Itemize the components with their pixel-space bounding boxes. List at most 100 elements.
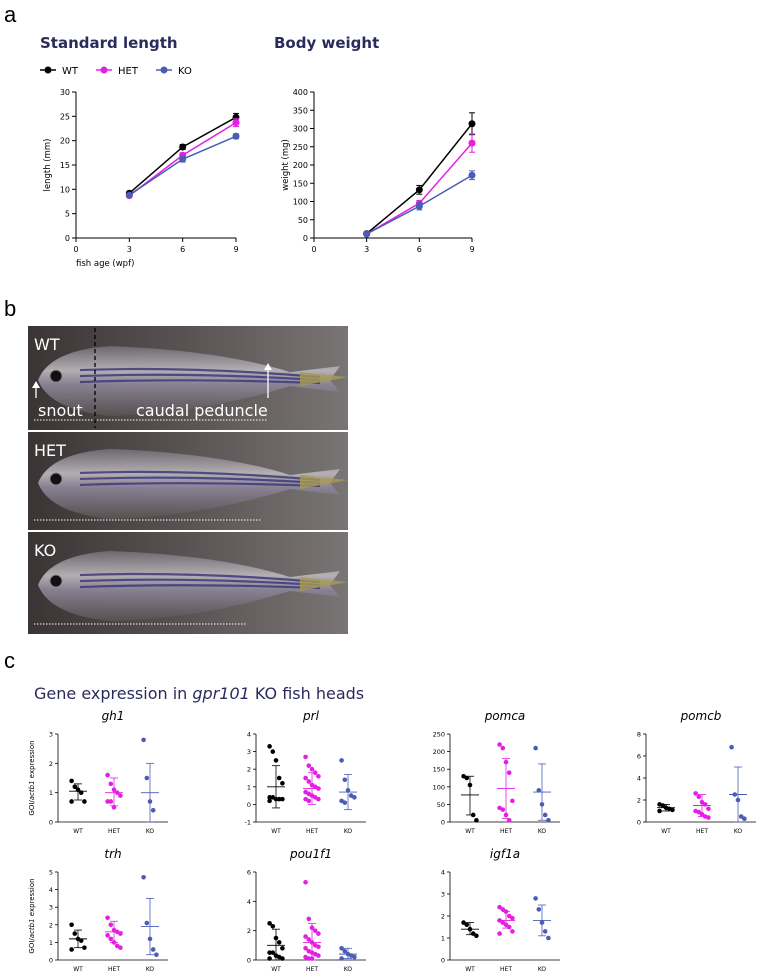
data-point [125, 191, 133, 199]
data-point [352, 795, 357, 800]
data-point [144, 920, 150, 926]
fish-stripe [79, 578, 321, 587]
data-point [742, 816, 747, 821]
x-tick-label: 3 [364, 245, 369, 254]
panel-letter-c: c [4, 648, 15, 673]
x-tick-label: 6 [180, 245, 185, 254]
group-label: HET [696, 828, 708, 835]
data-point [179, 143, 187, 151]
fish-photo-het: HET [28, 432, 348, 530]
data-point [309, 925, 315, 931]
fish-stripe [79, 367, 321, 379]
data-point [267, 798, 272, 804]
y-tick-label: 15 [60, 161, 70, 170]
data-point [696, 794, 702, 799]
y-tick-label: 50 [437, 801, 445, 809]
fish-photo-ko: KO [28, 532, 348, 634]
data-point [306, 798, 312, 804]
data-point [303, 754, 308, 760]
data-point [316, 796, 321, 802]
group-label: HET [306, 828, 318, 835]
y-tick-label: 0 [303, 234, 308, 243]
y-tick-label: 30 [60, 88, 70, 97]
data-point [735, 797, 741, 803]
data-point [497, 742, 502, 747]
data-point [345, 788, 351, 793]
data-point [500, 745, 506, 751]
title-suffix: KO fish heads [249, 684, 365, 703]
data-point [316, 931, 321, 936]
data-point [693, 791, 698, 796]
data-point [309, 940, 315, 945]
data-point [108, 799, 114, 804]
data-point [111, 940, 117, 945]
gene-plot-title: gh1 [102, 709, 125, 723]
y-tick-label: 10 [60, 185, 70, 194]
ylabel-ref: actb1 [28, 918, 36, 938]
y-tick-label: 0 [247, 801, 251, 809]
y-tick-label: 3 [49, 731, 53, 739]
data-point [732, 792, 738, 797]
group-label: WT [271, 828, 281, 835]
group-label: HET [500, 966, 512, 973]
data-point [342, 948, 348, 954]
data-point [506, 770, 512, 776]
data-point [342, 777, 348, 783]
data-point [179, 155, 187, 163]
series-line [366, 123, 473, 235]
legend-item-wt: WT [40, 66, 79, 77]
data-point [118, 931, 123, 936]
data-point [273, 935, 279, 941]
y-axis-label: GOI/actb1 expression [28, 740, 36, 815]
data-point [267, 950, 272, 955]
x-tick-label: 0 [73, 245, 78, 254]
data-point [536, 907, 542, 912]
series-ko [363, 170, 476, 238]
gene-plot-gh1: gh1 0 1 2 3 WT HET KO GOI/actb1 expression [28, 709, 168, 835]
group-label: HET [108, 966, 120, 973]
data-point [510, 929, 515, 934]
y-tick-label: 4 [441, 869, 445, 877]
data-point [276, 775, 282, 781]
data-point [118, 945, 123, 950]
y-tick-label: 25 [60, 112, 70, 121]
data-point [270, 950, 276, 955]
gene-plot-pomca: pomca 0 50 100 150 200 250 WT HET KO [433, 709, 560, 835]
y-tick-label: 0 [49, 957, 53, 965]
data-point [303, 879, 308, 885]
data-point [657, 808, 662, 814]
data-point [306, 763, 312, 768]
data-point [105, 799, 110, 804]
y-tick-label: 100 [433, 783, 445, 791]
y-tick-label: 0 [441, 819, 445, 827]
data-point [154, 952, 159, 958]
y-tick-label: 2 [637, 797, 641, 805]
y-tick-label: 4 [637, 775, 641, 783]
y-tick-label: 250 [433, 731, 445, 739]
data-point [339, 956, 344, 961]
data-point [105, 772, 110, 778]
gene-plot-pomcb: pomcb 0 2 4 6 8 WT HET KO [637, 709, 756, 835]
data-point [497, 904, 502, 910]
photo-label: WT [34, 335, 60, 354]
data-point [506, 913, 512, 919]
data-point [474, 817, 479, 823]
series-wt [363, 112, 476, 238]
data-point [503, 759, 509, 765]
gene-expression-title: Gene expression in gpr101 KO fish heads [34, 684, 364, 703]
data-point [69, 922, 74, 928]
y-tick-label: 200 [433, 748, 445, 756]
data-point [468, 171, 476, 179]
data-point [503, 812, 509, 818]
data-point [147, 799, 153, 804]
y-tick-label: 350 [293, 106, 308, 115]
x-tick-label: 9 [469, 245, 474, 254]
y-tick-label: 4 [247, 731, 251, 739]
group-label: KO [146, 828, 155, 835]
gene-plot-prl: prl -1 0 1 2 3 4 WT HET KO [245, 709, 366, 835]
ylabel-ref: actb1 [28, 780, 36, 800]
data-point [280, 956, 285, 961]
x-tick-label: 6 [417, 245, 422, 254]
series-ko [125, 132, 240, 199]
data-point [280, 796, 285, 802]
